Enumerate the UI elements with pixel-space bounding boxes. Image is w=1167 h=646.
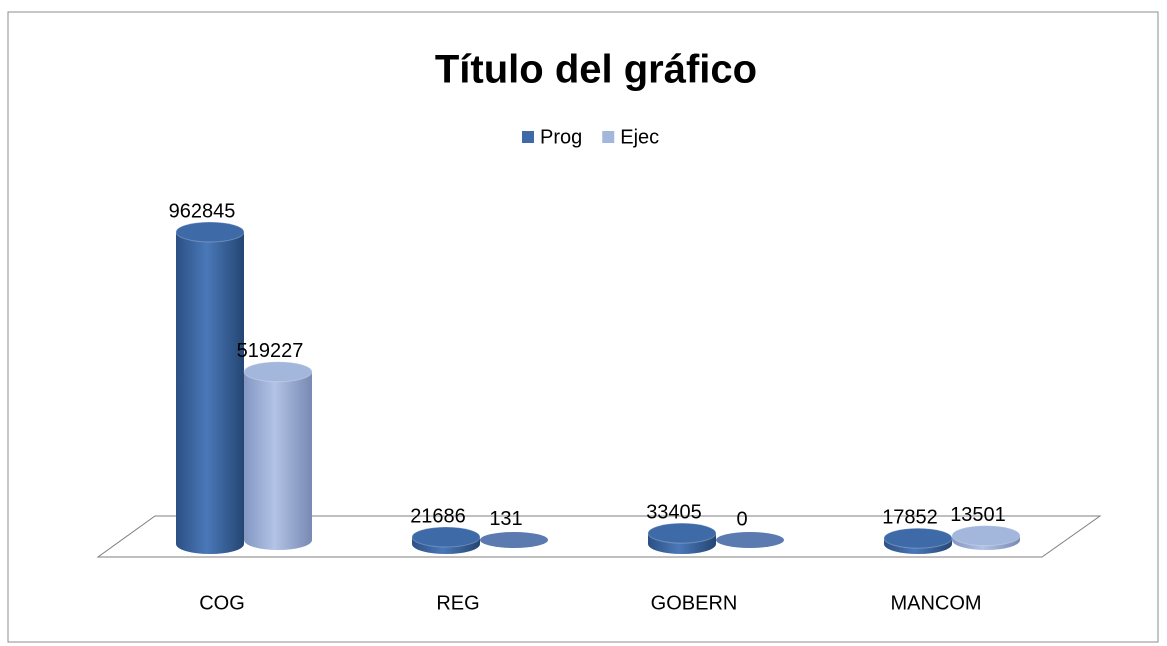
cylinder: [175, 221, 245, 554]
cylinder-top: [883, 527, 953, 549]
cylinder-top: [480, 531, 548, 548]
x-tick-label: REG: [436, 592, 479, 614]
cylinder: [411, 526, 481, 554]
x-tick-label: COG: [199, 592, 245, 614]
value-label: 33405: [646, 501, 702, 523]
value-label: 962845: [169, 200, 236, 222]
legend-label: Ejec: [620, 126, 659, 148]
legend-swatch: [602, 131, 615, 143]
value-label: 21686: [410, 505, 466, 527]
value-label: 17852: [882, 506, 938, 528]
value-label: 131: [489, 508, 522, 530]
cylinder-top: [175, 221, 245, 243]
cylinder-top: [716, 532, 784, 548]
cylinder: [716, 532, 784, 548]
floor: [96, 515, 1102, 558]
x-tick-label: MANCOM: [890, 592, 981, 614]
cylinder-top: [411, 526, 481, 548]
cylinder: [647, 522, 717, 554]
cylinder: [951, 525, 1021, 550]
legend-swatch: [522, 131, 534, 143]
legend-label: Prog: [540, 126, 582, 148]
cylinder-top: [951, 525, 1021, 547]
cylinder: [243, 361, 313, 550]
cylinder-top: [243, 361, 313, 383]
x-tick-label: GOBERN: [651, 592, 738, 614]
chart-title: Título del gráfico: [435, 48, 757, 92]
value-label: 13501: [950, 504, 1006, 526]
cylinder-top: [647, 522, 717, 544]
value-label: 519227: [237, 340, 304, 362]
cylinder: [883, 527, 953, 554]
cylinder: [480, 531, 548, 548]
cylinder-body: [244, 371, 312, 550]
cylinder-body: [176, 232, 244, 554]
value-label: 0: [736, 508, 747, 530]
